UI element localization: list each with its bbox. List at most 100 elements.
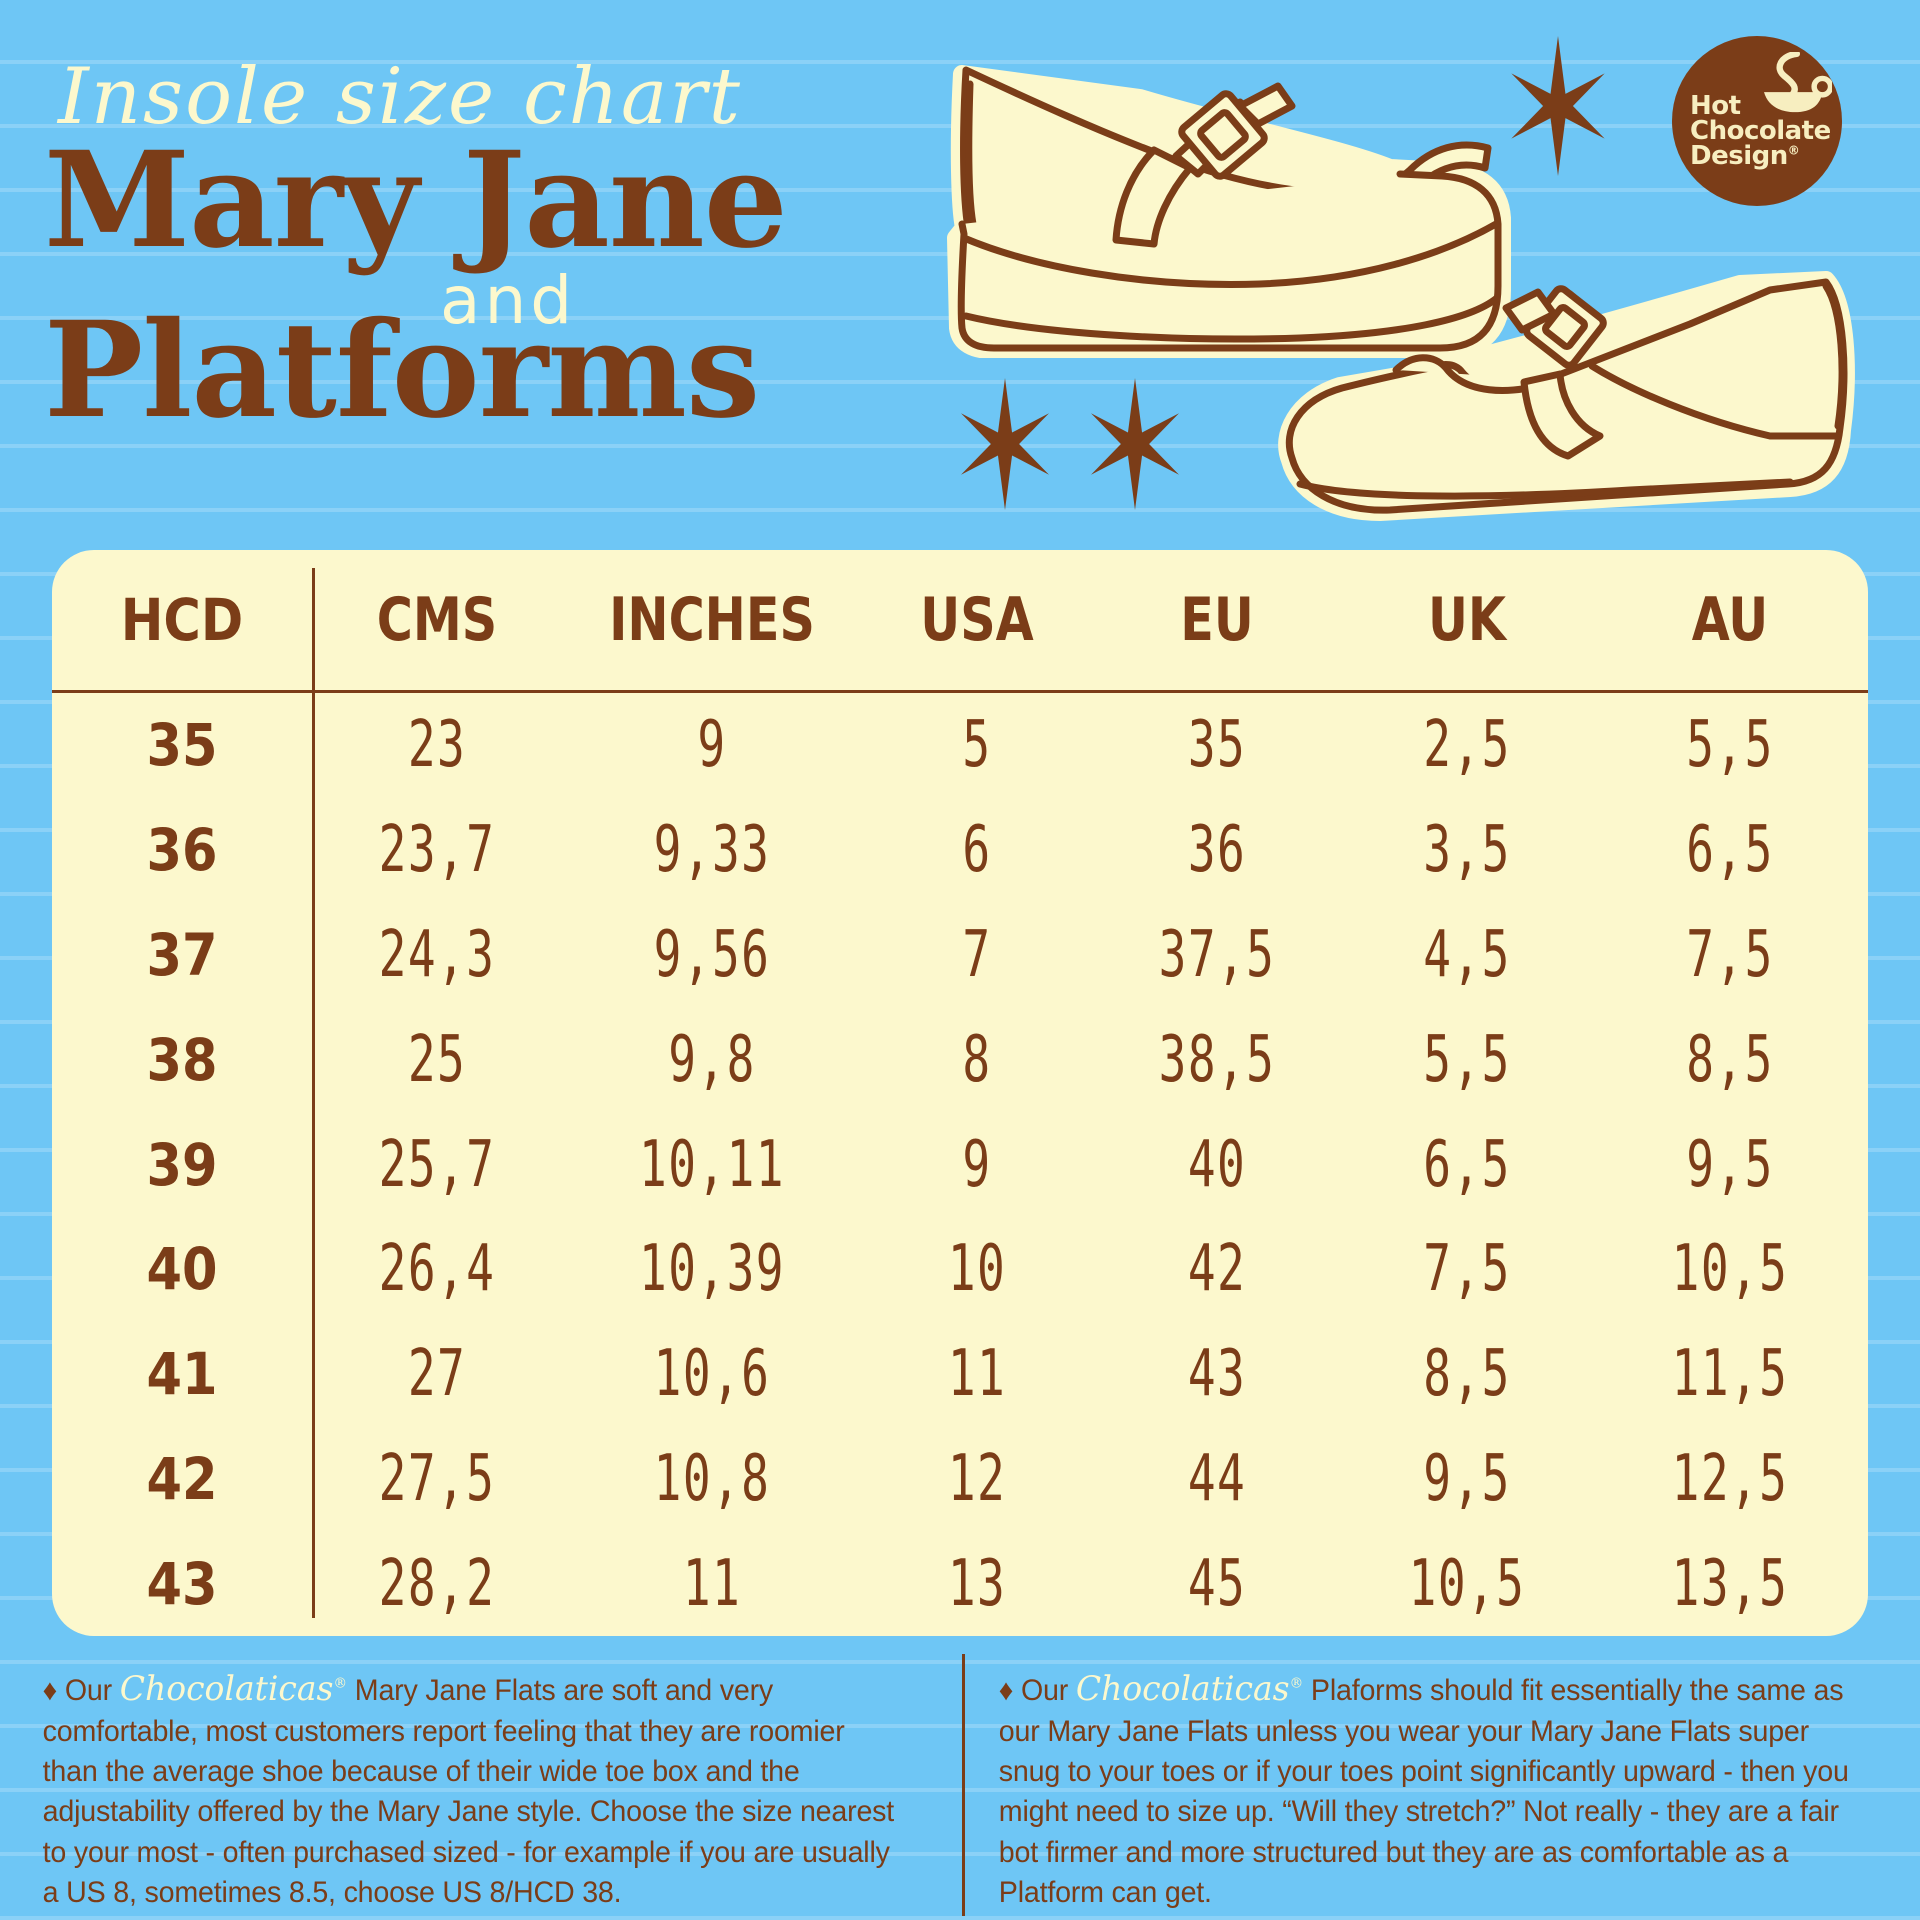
cell-inches: 10,8 [653,1441,771,1516]
brand-name: Chocolaticas [119,1669,334,1709]
cell-eu: 40 [1187,1127,1247,1202]
logo-line-1: Hot [1690,91,1741,121]
cell-hcd: 43 [146,1549,218,1618]
cell-cms: 26,4 [378,1232,496,1307]
registered-mark: ® [333,1675,348,1692]
cell-inches: 9,8 [668,1022,756,1097]
cell-eu: 43 [1187,1337,1247,1412]
cell-uk: 6,5 [1423,1127,1511,1202]
cell-inches: 10,6 [653,1337,771,1412]
page-subtitle: Insole size chart [58,52,743,142]
chocolaticas-wordmark: Chocolaticas® [1076,1669,1303,1709]
logo-line-3: Design [1690,140,1788,171]
size-table-panel: HCD CMS INCHES USA EU UK AU 35 23 9 5 35 2,5 5… [52,550,1868,1636]
cell-uk: 3,5 [1423,813,1511,888]
table-row: 40 26,4 10,39 10 42 7,5 10,5 [52,1217,1868,1322]
chocolaticas-wordmark: Chocolaticas® [120,1669,347,1709]
column-header-au: AU [1691,585,1769,655]
cell-cms: 28,2 [378,1546,496,1621]
table-body: 35 23 9 5 35 2,5 5,5 36 23,7 9,33 6 36 3,5 6,5 37 24,… [52,692,1868,1637]
footnote-left-body: Mary Jane Flats are soft and very comfor… [42,1674,895,1909]
cell-uk: 2,5 [1423,708,1511,783]
cell-eu: 37,5 [1158,918,1276,993]
cell-hcd: 41 [146,1340,218,1409]
bullet-diamond-icon: ♦ [42,1674,58,1707]
brand-logo[interactable]: Hot Chocolate Design® [1672,36,1842,206]
cell-usa: 7 [962,918,992,993]
cell-au: 12,5 [1671,1441,1789,1516]
cell-au: 7,5 [1686,918,1774,993]
cell-cms: 24,3 [378,918,496,993]
cell-cms: 27 [407,1337,467,1412]
cell-usa: 6 [962,813,992,888]
footnote-divider [962,1654,965,1916]
column-header-cms: CMS [376,585,498,655]
cell-usa: 9 [962,1127,992,1202]
header-row: HCD CMS INCHES USA EU UK AU [52,550,1868,692]
cell-uk: 10,5 [1408,1546,1526,1621]
cell-au: 8,5 [1686,1022,1774,1097]
cell-inches: 10,11 [639,1127,785,1202]
flat-shoe-illustration [1278,271,1855,521]
column-header-inches: INCHES [609,585,815,655]
cell-hcd: 42 [146,1444,218,1513]
cell-au: 5,5 [1686,708,1774,783]
cell-cms: 27,5 [378,1441,496,1516]
title-conjunction: and [440,262,577,339]
cell-hcd: 37 [146,921,218,990]
cell-uk: 8,5 [1423,1337,1511,1412]
cell-inches: 10,39 [639,1232,785,1307]
star-icon [1511,36,1605,176]
table-row: 37 24,3 9,56 7 37,5 4,5 7,5 [52,903,1868,1008]
cell-cms: 23 [407,708,467,783]
cell-hcd: 36 [146,816,218,885]
cell-au: 9,5 [1686,1127,1774,1202]
cell-usa: 10 [947,1232,1007,1307]
column-header-usa: USA [920,585,1034,655]
page-title: Mary Jane [44,123,788,278]
cell-au: 10,5 [1671,1232,1789,1307]
table-row: 35 23 9 5 35 2,5 5,5 [52,692,1868,798]
footnote-platforms: ♦ Our Chocolaticas® Plaforms should fit … [960,1652,1891,1920]
cell-inches: 9,33 [653,813,771,888]
cell-cms: 23,7 [378,813,496,888]
cell-hcd: 40 [146,1235,218,1304]
page-title-secondary: Platforms [44,293,760,448]
table-row: 42 27,5 10,8 12 44 9,5 12,5 [52,1426,1868,1531]
cell-uk: 9,5 [1423,1441,1511,1516]
cell-au: 13,5 [1671,1546,1789,1621]
hcd-column-divider [312,568,315,1618]
cell-inches: 9 [697,708,727,783]
cell-uk: 5,5 [1423,1022,1511,1097]
footnotes: ♦ Our Chocolaticas® Mary Jane Flats are … [0,1652,1920,1920]
footnote-left-prefix: Our [64,1674,112,1707]
cell-usa: 11 [947,1337,1007,1412]
cell-hcd: 38 [146,1025,218,1094]
table-row: 41 27 10,6 11 43 8,5 11,5 [52,1322,1868,1427]
registered-mark: ® [1289,1675,1304,1692]
cell-au: 6,5 [1686,813,1774,888]
bullet-diamond-icon: ♦ [998,1674,1014,1707]
size-table: HCD CMS INCHES USA EU UK AU 35 23 9 5 35 2,5 5… [52,550,1868,1636]
cell-cms: 25,7 [378,1127,496,1202]
brand-name: Chocolaticas [1075,1669,1290,1709]
cell-eu: 45 [1187,1546,1247,1621]
platform-shoe-illustration [947,65,1511,358]
cell-cms: 25 [407,1022,467,1097]
cell-usa: 13 [947,1546,1007,1621]
column-header-hcd: HCD [120,586,244,654]
cell-hcd: 39 [146,1130,218,1199]
logo-text-block: Hot Chocolate Design® [1690,91,1831,171]
cell-uk: 7,5 [1423,1232,1511,1307]
cell-uk: 4,5 [1423,918,1511,993]
table-header: HCD CMS INCHES USA EU UK AU [52,550,1868,692]
column-header-uk: UK [1427,585,1507,655]
cell-eu: 42 [1187,1232,1247,1307]
star-icon [1091,378,1179,510]
star-icon [961,378,1049,510]
cell-eu: 38,5 [1158,1022,1276,1097]
cell-eu: 44 [1187,1441,1247,1516]
cell-eu: 35 [1187,708,1247,783]
cell-usa: 5 [962,708,992,783]
